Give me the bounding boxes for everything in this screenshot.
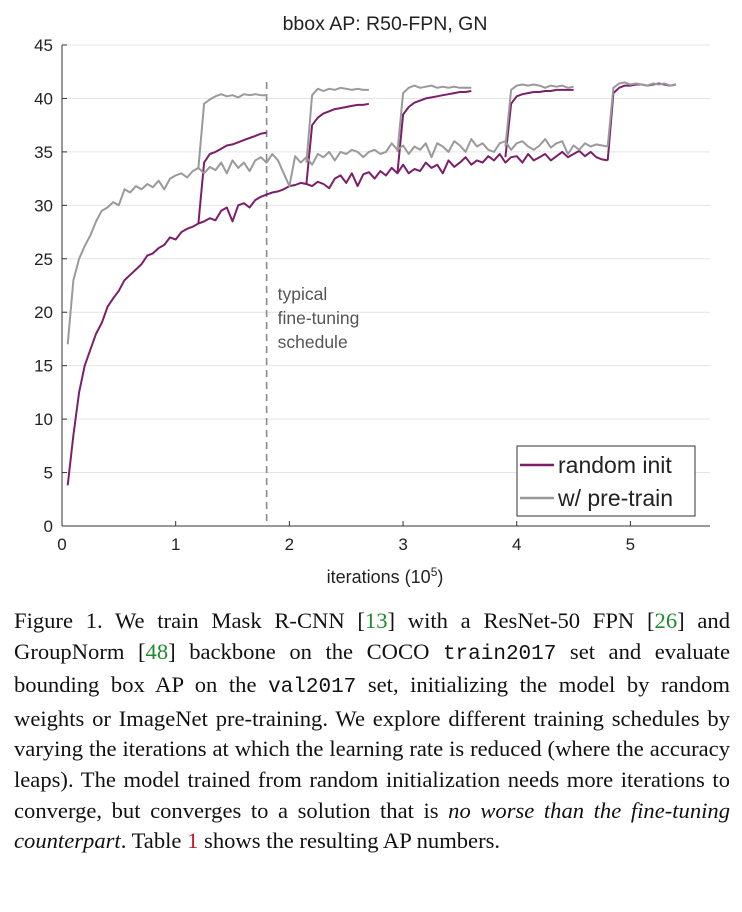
annotation-layer: typical fine-tuning schedule bbox=[265, 82, 360, 526]
y-tick-label: 40 bbox=[34, 89, 53, 108]
caption-text-1: We train Mask R-CNN [ bbox=[102, 608, 365, 633]
caption-text-2: ] with a ResNet-50 FPN [ bbox=[387, 608, 655, 633]
y-tick-label: 20 bbox=[34, 303, 53, 322]
series-line-random-init bbox=[606, 82, 677, 161]
series-line-pretrain bbox=[606, 81, 677, 147]
legend-label-pretrain: w/ pre-train bbox=[557, 485, 673, 511]
series-line-random-init bbox=[396, 90, 472, 174]
y-tick-label: 5 bbox=[44, 464, 53, 483]
series-layer bbox=[66, 81, 677, 486]
x-axis-label-end: ) bbox=[437, 567, 443, 587]
series-line-pretrain bbox=[504, 83, 574, 147]
series-line-pretrain bbox=[396, 84, 472, 152]
caption-code-val: val2017 bbox=[268, 676, 357, 700]
caption-ref-48[interactable]: 48 bbox=[145, 638, 169, 664]
caption-ref-13[interactable]: 13 bbox=[364, 608, 388, 633]
grid-layer bbox=[62, 44, 710, 474]
caption-table-ref[interactable]: 1 bbox=[187, 828, 199, 854]
series-line-random-init bbox=[504, 88, 574, 158]
x-axis-label-sup: 5 bbox=[431, 565, 438, 579]
series-line-random-init bbox=[305, 102, 370, 185]
legend-box bbox=[516, 445, 696, 517]
caption-emphasis: no worse than the fine-tuning counterpar… bbox=[14, 797, 730, 854]
caption-text-7: . Table bbox=[120, 828, 188, 854]
figure: bbox AP: R50-FPN, GN typical fine-tuning s… bbox=[34, 13, 710, 587]
x-tick-label: 3 bbox=[398, 535, 407, 554]
legend-label-random-init: random init bbox=[558, 452, 672, 478]
caption-text-4: ] backbone on the COCO bbox=[168, 638, 443, 664]
x-axis-label: iterations (105) bbox=[327, 565, 444, 587]
caption-text-8: shows the resulting AP numbers. bbox=[198, 828, 501, 854]
x-tick-label: 2 bbox=[285, 535, 294, 554]
schedule-annotation-text: typical bbox=[278, 284, 328, 304]
series-line-pretrain bbox=[66, 138, 608, 345]
schedule-annotation-text: fine-tuning bbox=[278, 308, 360, 328]
series-line-pretrain bbox=[197, 93, 267, 168]
series-line-pretrain bbox=[305, 86, 369, 163]
caption-text-5: set and evaluate bounding box AP on the bbox=[14, 638, 730, 698]
y-tick-label: 45 bbox=[34, 36, 53, 55]
x-tick-label: 1 bbox=[171, 535, 180, 554]
chart: bbox AP: R50-FPN, GN typical fine-tuning s… bbox=[34, 13, 710, 587]
caption-ref-26[interactable]: 26 bbox=[654, 608, 678, 633]
caption-code-train: train2017 bbox=[442, 642, 557, 666]
x-tick-label: 5 bbox=[626, 535, 635, 554]
caption-text-3: ] and GroupNorm [ bbox=[14, 608, 730, 664]
y-tick-label: 25 bbox=[34, 250, 53, 269]
chart-title: bbox AP: R50-FPN, GN bbox=[283, 13, 488, 35]
y-tick-label: 35 bbox=[34, 143, 53, 162]
figure-caption: Figure 1. We train Mask R-CNN [13] with … bbox=[14, 606, 730, 857]
y-tick-label: 10 bbox=[34, 410, 53, 429]
series-line-random-init bbox=[66, 149, 608, 486]
x-tick-label: 0 bbox=[57, 535, 66, 554]
schedule-annotation-text: schedule bbox=[278, 332, 348, 352]
legend: random init w/ pre-train bbox=[516, 445, 696, 517]
y-tick-label: 30 bbox=[34, 196, 53, 215]
caption-figure-label: Figure 1. bbox=[14, 608, 103, 633]
x-axis-label-main: iterations (10 bbox=[327, 567, 431, 587]
y-tick-label: 0 bbox=[44, 517, 53, 536]
caption-text-6: set, initializing the model by random we… bbox=[14, 672, 730, 823]
y-tick-label: 15 bbox=[34, 357, 53, 376]
series-line-random-init bbox=[197, 131, 267, 224]
x-tick-label: 4 bbox=[512, 535, 521, 554]
